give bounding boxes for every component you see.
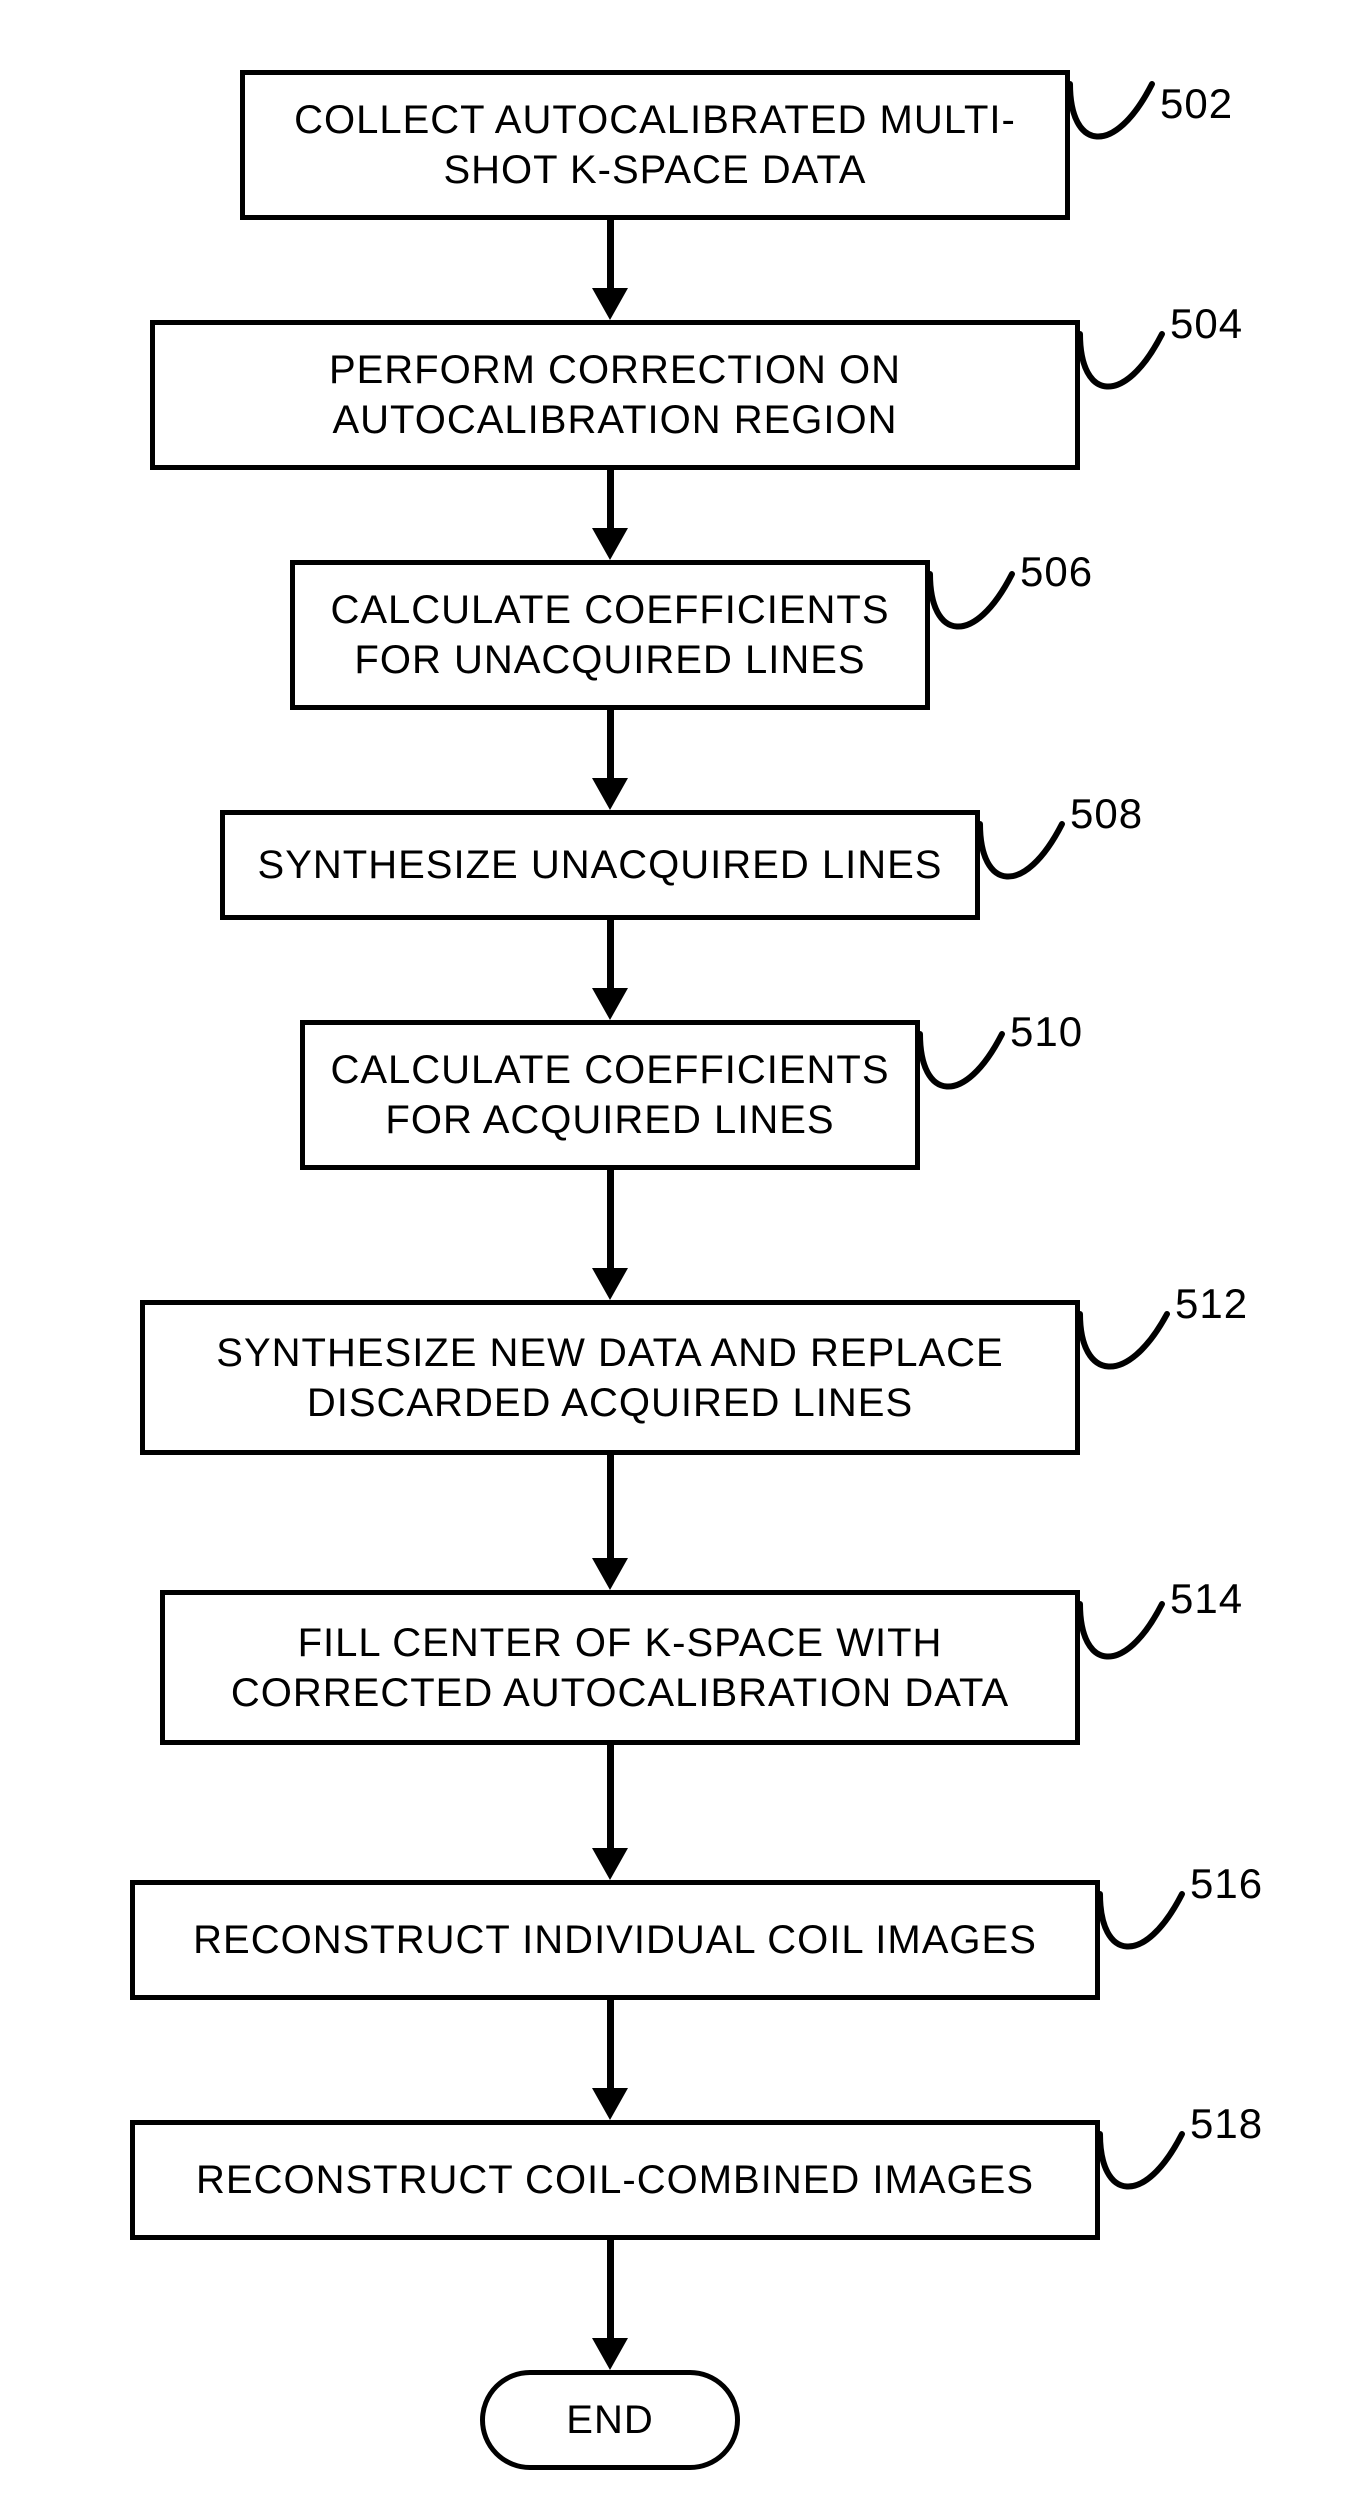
- callout-curve: [978, 818, 1072, 908]
- flow-edge: [607, 1745, 614, 1852]
- flow-edge: [607, 710, 614, 782]
- callout-curve: [1078, 1308, 1177, 1398]
- flow-node-label: 508: [1070, 790, 1143, 838]
- flow-node-n512: SYNTHESIZE NEW DATA AND REPLACE DISCARDE…: [140, 1300, 1080, 1455]
- flow-edge-arrowhead: [592, 1268, 628, 1300]
- flow-edge: [607, 1455, 614, 1562]
- flow-node-label: 506: [1020, 548, 1093, 596]
- flow-edge: [607, 2000, 614, 2092]
- flow-node-text: FILL CENTER OF K-SPACE WITH CORRECTED AU…: [231, 1618, 1009, 1718]
- callout-curve: [1078, 328, 1172, 418]
- flow-edge-arrowhead: [592, 288, 628, 320]
- flow-node-text: SYNTHESIZE UNACQUIRED LINES: [258, 840, 943, 890]
- callout-curve: [1078, 1598, 1172, 1688]
- flow-node-text: COLLECT AUTOCALIBRATED MULTI- SHOT K-SPA…: [294, 95, 1016, 195]
- flowchart-canvas: COLLECT AUTOCALIBRATED MULTI- SHOT K-SPA…: [0, 0, 1363, 2506]
- flow-node-label: 510: [1010, 1008, 1083, 1056]
- flow-node-n518: RECONSTRUCT COIL-COMBINED IMAGES: [130, 2120, 1100, 2240]
- flow-node-n502: COLLECT AUTOCALIBRATED MULTI- SHOT K-SPA…: [240, 70, 1070, 220]
- flow-node-n510: CALCULATE COEFFICIENTS FOR ACQUIRED LINE…: [300, 1020, 920, 1170]
- flow-edge-arrowhead: [592, 1558, 628, 1590]
- flow-node-text: PERFORM CORRECTION ON AUTOCALIBRATION RE…: [329, 345, 901, 445]
- flow-node-end: END: [480, 2370, 740, 2470]
- flow-node-text: RECONSTRUCT INDIVIDUAL COIL IMAGES: [193, 1915, 1037, 1965]
- flow-node-text: RECONSTRUCT COIL-COMBINED IMAGES: [196, 2155, 1034, 2205]
- callout-curve: [1068, 78, 1162, 168]
- flow-node-label: 504: [1170, 300, 1243, 348]
- flow-node-n516: RECONSTRUCT INDIVIDUAL COIL IMAGES: [130, 1880, 1100, 2000]
- flow-node-text: CALCULATE COEFFICIENTS FOR ACQUIRED LINE…: [330, 1045, 889, 1145]
- flow-node-text: SYNTHESIZE NEW DATA AND REPLACE DISCARDE…: [216, 1328, 1003, 1428]
- flow-edge: [607, 220, 614, 292]
- callout-curve: [1098, 2128, 1192, 2218]
- flow-node-label: 514: [1170, 1575, 1243, 1623]
- flow-edge-arrowhead: [592, 2088, 628, 2120]
- flow-node-label: 512: [1175, 1280, 1248, 1328]
- flow-edge-arrowhead: [592, 2338, 628, 2370]
- flow-edge: [607, 1170, 614, 1272]
- flow-node-n514: FILL CENTER OF K-SPACE WITH CORRECTED AU…: [160, 1590, 1080, 1745]
- flow-edge: [607, 2240, 614, 2342]
- flow-edge-arrowhead: [592, 528, 628, 560]
- flow-edge: [607, 920, 614, 992]
- callout-curve: [928, 568, 1022, 658]
- callout-curve: [918, 1028, 1012, 1118]
- flow-node-n504: PERFORM CORRECTION ON AUTOCALIBRATION RE…: [150, 320, 1080, 470]
- flow-node-n508: SYNTHESIZE UNACQUIRED LINES: [220, 810, 980, 920]
- flow-edge: [607, 470, 614, 532]
- flow-edge-arrowhead: [592, 1848, 628, 1880]
- flow-edge-arrowhead: [592, 988, 628, 1020]
- flow-node-text: END: [566, 2395, 653, 2445]
- flow-node-label: 516: [1190, 1860, 1263, 1908]
- callout-curve: [1098, 1888, 1192, 1978]
- flow-node-text: CALCULATE COEFFICIENTS FOR UNACQUIRED LI…: [330, 585, 889, 685]
- flow-node-n506: CALCULATE COEFFICIENTS FOR UNACQUIRED LI…: [290, 560, 930, 710]
- flow-node-label: 518: [1190, 2100, 1263, 2148]
- flow-edge-arrowhead: [592, 778, 628, 810]
- flow-node-label: 502: [1160, 80, 1233, 128]
